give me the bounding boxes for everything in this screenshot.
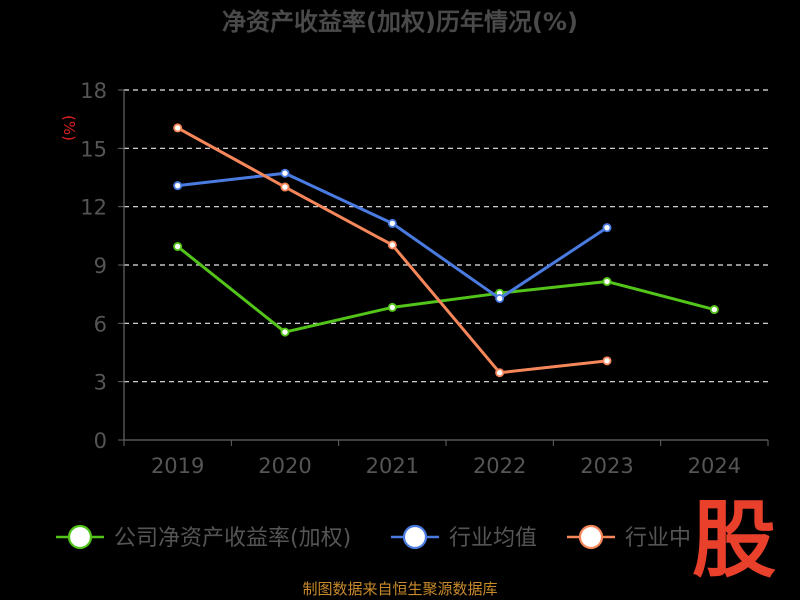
legend-label: 公司净资产收益率(加权) [114, 526, 351, 551]
y-tick-label: 6 [94, 312, 107, 336]
legend-item-1: 行业均值 [391, 524, 537, 551]
data-point [173, 123, 183, 133]
x-tick-label: 2020 [258, 454, 311, 478]
series-0 [173, 242, 719, 337]
legend-label: 行业中 [625, 526, 691, 551]
data-point [495, 368, 505, 378]
y-tick-label: 9 [94, 254, 107, 278]
legend-item-2: 行业中 [567, 524, 691, 551]
x-tick-label: 2023 [580, 454, 633, 478]
x-tick-label: 2022 [473, 454, 526, 478]
legend-label: 行业均值 [449, 526, 537, 551]
gridlines [118, 89, 768, 441]
data-point [387, 218, 397, 228]
series-line [177, 171, 608, 300]
y-tick-labels: 0 3 6 9 12 15 18 [80, 79, 107, 453]
data-point [602, 356, 612, 366]
data-point [280, 327, 290, 337]
y-tick-label: 15 [80, 137, 107, 161]
data-point [280, 182, 290, 192]
legend-marker [578, 524, 604, 550]
x-tick-labels: 2019 2020 2021 2022 2023 2024 [151, 454, 741, 478]
series-group [173, 123, 719, 378]
chart-title: 净资产收益率(加权)历年情况(%) [222, 8, 578, 36]
x-tick-label: 2021 [366, 454, 419, 478]
data-point [387, 302, 397, 312]
series-line [176, 126, 608, 375]
data-point [280, 168, 290, 178]
series-1 [173, 168, 612, 303]
y-tick-label: 3 [94, 371, 107, 395]
y-axis-label: (%) [60, 115, 78, 141]
data-point [173, 181, 183, 191]
series-line [176, 245, 715, 334]
legend-item-0: 公司净资产收益率(加权) [56, 524, 351, 551]
legend: 公司净资产收益率(加权) 行业均值 行业中 [56, 524, 691, 551]
watermark-logo: 股 [692, 491, 777, 589]
axes [123, 90, 769, 446]
data-point [495, 293, 505, 303]
legend-marker [402, 524, 428, 550]
series-2 [173, 123, 612, 378]
y-tick-label: 18 [80, 79, 107, 103]
legend-marker [67, 524, 93, 550]
data-point [602, 277, 612, 287]
y-tick-label: 0 [94, 429, 107, 453]
y-tick-label: 12 [80, 196, 107, 220]
data-point [173, 242, 183, 252]
data-point [709, 305, 719, 315]
x-tick-label: 2019 [151, 454, 204, 478]
source-note: 制图数据来自恒生聚源数据库 [302, 580, 498, 598]
data-point [387, 240, 397, 250]
x-tick-label: 2024 [688, 454, 741, 478]
data-point [602, 223, 612, 233]
